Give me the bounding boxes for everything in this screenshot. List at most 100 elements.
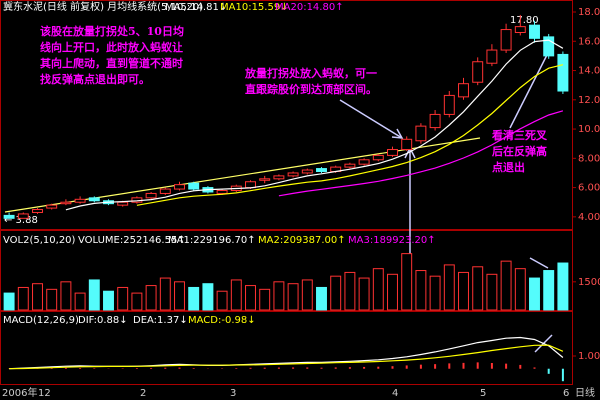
volume-bar <box>145 285 157 311</box>
volume-bar <box>301 279 313 311</box>
volume-bar <box>330 275 342 311</box>
volume-bar <box>259 288 271 311</box>
x-label: 12 <box>38 388 51 399</box>
candle-body <box>259 178 271 181</box>
annotation: 该股在放量打拐处5、10日均 <box>40 24 184 38</box>
candle-body <box>46 204 58 209</box>
ma-line <box>65 39 564 211</box>
x-label: 2006年 <box>2 386 37 399</box>
candle-body <box>145 192 157 199</box>
candle-body <box>3 214 15 219</box>
volume-bar <box>543 270 555 311</box>
candle-body <box>60 201 72 205</box>
annotation: 其向上爬动，直到管道不通时 <box>40 56 183 70</box>
volume-bar <box>316 286 327 311</box>
volume-title: VOL2(5,10,20) <box>3 235 76 246</box>
macd-title: MACD(12,26,9) <box>3 315 79 326</box>
y-tick-label: 16.00 <box>578 36 600 47</box>
volume-bar <box>88 279 100 311</box>
candle-body <box>401 138 413 151</box>
candle-body <box>32 209 43 213</box>
volume-bar <box>372 268 384 311</box>
candle-body <box>117 201 129 206</box>
candle-body <box>245 181 256 189</box>
candle-body <box>500 29 512 51</box>
y-tick-label: 12.00 <box>578 95 600 106</box>
legend-entry: DIF:0.88↓ <box>78 315 128 326</box>
x-label: 日线 <box>575 386 595 399</box>
volume-bar <box>287 283 299 311</box>
ma-line <box>136 64 564 206</box>
candle-body <box>344 163 356 168</box>
frames <box>0 0 573 385</box>
volume-bar <box>103 290 114 311</box>
volume-bar <box>557 262 569 311</box>
candle-body <box>188 182 200 190</box>
volume-bar <box>514 268 526 311</box>
volume-bar <box>486 273 498 311</box>
volume-bar <box>429 275 441 311</box>
volume-bar <box>245 285 256 311</box>
x-label: 3 <box>230 388 236 399</box>
candle-body <box>17 213 29 219</box>
candle-body <box>543 36 555 57</box>
annotation: 放量打拐处放入蚂蚁，可一 <box>244 66 377 80</box>
candle-body <box>472 61 484 83</box>
ma-line <box>278 110 564 197</box>
candle-body <box>159 188 171 194</box>
candle-body <box>372 154 384 161</box>
volume-bar <box>32 283 43 311</box>
annotation: 线向上开口，此时放入蚂蚁让 <box>40 40 183 54</box>
legend-entry: MA20:14.80↑ <box>275 2 344 13</box>
candle-body <box>429 113 441 129</box>
volume-bar <box>3 292 15 311</box>
candle-body <box>88 197 100 202</box>
volume-bar <box>273 281 285 311</box>
y-tick-label: 8.00 <box>578 153 600 164</box>
annotation: 看清三死叉 <box>492 128 548 142</box>
volume-bar <box>443 264 455 311</box>
candle-body <box>415 125 427 142</box>
legend-entry: MA5:14.81↓ <box>165 2 227 13</box>
annotation: 直跟踪股价到达顶部区间。 <box>245 82 377 96</box>
candle-body <box>316 168 327 172</box>
x-label: 6 <box>563 388 569 399</box>
legend-entry: MA1:229196.70↑ <box>168 235 256 246</box>
volume-bar <box>344 271 356 311</box>
volume-bar <box>17 286 29 311</box>
candle-body <box>74 198 86 203</box>
y-tick-label: 14.00 <box>578 66 600 77</box>
candle-body <box>287 172 299 177</box>
volume-bar <box>159 277 171 311</box>
volume-bar <box>188 286 200 311</box>
volume-bar <box>117 286 129 311</box>
volume-bar <box>74 292 86 311</box>
ma-line <box>9 344 564 370</box>
annotation: 后在反弹高 <box>492 144 547 158</box>
y-tick-label: 6.00 <box>578 183 600 194</box>
y-tick-label: 4.00 <box>578 212 600 223</box>
volume-bar <box>472 266 484 311</box>
x-label: 2 <box>140 388 146 399</box>
candle-body <box>387 149 398 156</box>
candle-body <box>557 53 569 92</box>
y-tick-label: 18.00 <box>578 7 600 18</box>
y-tick-label: 1.00 <box>578 351 600 362</box>
volume-bar <box>500 260 512 311</box>
legend-entry: MACD:-0.98↓ <box>188 315 256 326</box>
annotation: 点退出 <box>492 160 525 174</box>
x-label: 4 <box>392 388 398 399</box>
volume-bar <box>174 281 185 311</box>
low-label: ← 3.88 <box>4 215 38 226</box>
volume-bar <box>358 277 370 311</box>
annotation: 找反弹高点退出即可。 <box>40 72 150 86</box>
volume-bar <box>46 288 58 311</box>
legend-entry: VOLUME:252146.55↑ <box>78 235 186 246</box>
y-tick-label: 15000 <box>578 277 600 288</box>
candle-body <box>458 83 469 98</box>
candle-body <box>273 175 285 180</box>
candle-body <box>216 190 228 194</box>
legend-entry: MA2:209387.00↑ <box>258 235 346 246</box>
